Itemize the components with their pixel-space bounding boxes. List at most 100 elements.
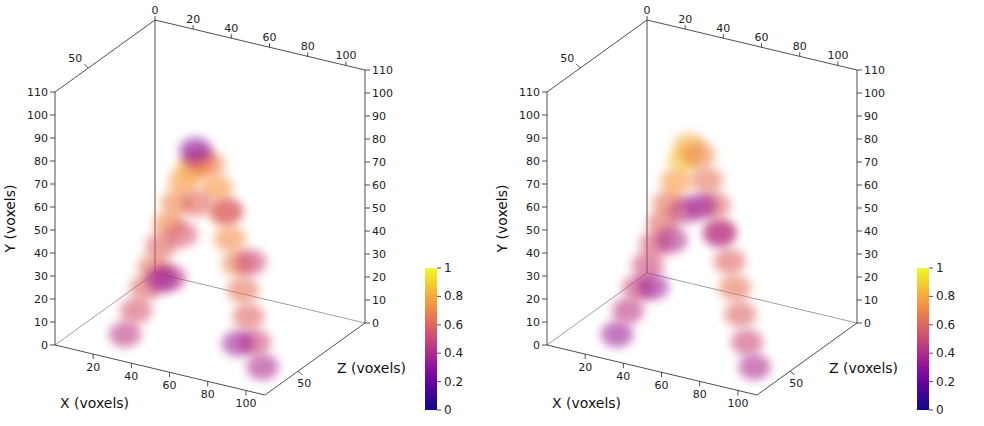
tick-label: 100 — [27, 109, 48, 122]
axis-title: Z (voxels) — [337, 360, 406, 376]
tick — [169, 372, 170, 377]
tick-label: 90 — [526, 132, 540, 145]
voxel-blob — [684, 193, 716, 219]
voxel-blob — [180, 137, 212, 163]
volume — [601, 133, 770, 380]
voxel-blob — [683, 142, 715, 168]
colorbar-label: 0.2 — [936, 375, 955, 389]
voxel-blob — [656, 227, 688, 253]
tick-label: 100 — [519, 109, 540, 122]
tick — [542, 230, 547, 231]
tick — [50, 207, 55, 208]
tick — [298, 371, 302, 375]
tick-label: 60 — [526, 201, 540, 214]
tick — [50, 115, 55, 116]
panel: 0010102020303040405050606070708080909010… — [2, 4, 463, 417]
tick — [365, 208, 370, 209]
tick-label: 20 — [678, 13, 692, 26]
voxel-blob — [731, 329, 763, 355]
colorbar — [917, 268, 929, 410]
axis-title: Z (voxels) — [829, 360, 898, 376]
tick-label: 40 — [716, 22, 730, 35]
colorbar — [425, 268, 437, 410]
tick-label: 50 — [34, 224, 48, 237]
axis-line — [55, 92, 56, 345]
voxel-blob — [247, 354, 279, 380]
tick — [929, 381, 933, 382]
tick — [437, 268, 441, 269]
tick — [857, 277, 862, 278]
tick — [365, 254, 370, 255]
voxel-blob — [739, 354, 771, 380]
tick-label: 70 — [372, 156, 386, 169]
box-frame — [547, 20, 857, 395]
tick-label: 50 — [560, 52, 574, 65]
tick — [542, 345, 547, 346]
tick — [857, 139, 862, 140]
tick-label: 20 — [526, 293, 540, 306]
voxel-blob — [222, 330, 254, 356]
tick — [929, 296, 933, 297]
tick-label: 40 — [34, 247, 48, 260]
tick-label: 40 — [526, 247, 540, 260]
tick — [437, 296, 441, 297]
voxel-blob — [691, 167, 723, 193]
voxel-blob — [232, 304, 264, 330]
tick — [857, 70, 862, 71]
tick-label: 80 — [793, 40, 807, 53]
tick — [929, 324, 933, 325]
tick-label: 100 — [727, 397, 748, 410]
tick — [857, 231, 862, 232]
voxel-blob — [601, 321, 633, 347]
figure: 0010102020303040405050606070708080909010… — [0, 0, 984, 426]
tick — [737, 390, 738, 395]
tick-label: 50 — [789, 377, 803, 390]
tick-label: 60 — [755, 31, 769, 44]
tick — [50, 161, 55, 162]
tick-label: 30 — [34, 270, 48, 283]
tick — [542, 299, 547, 300]
tick — [365, 139, 370, 140]
tick — [542, 138, 547, 139]
tick-label: 30 — [864, 248, 878, 261]
tick-label: 80 — [301, 40, 315, 53]
box-frame — [55, 20, 365, 395]
tick-label: 110 — [864, 64, 885, 77]
tick — [365, 116, 370, 117]
axis-title: X (voxels) — [552, 395, 621, 411]
tick-label: 80 — [693, 388, 707, 401]
tick-label: 20 — [86, 361, 100, 374]
axis-line — [547, 92, 548, 345]
tick-label: 110 — [372, 64, 393, 77]
tick-label: 10 — [526, 316, 540, 329]
tick — [437, 353, 441, 354]
tick-label: 80 — [34, 155, 48, 168]
tick — [131, 363, 132, 368]
tick-label: 100 — [827, 49, 848, 62]
voxel-blob — [714, 248, 746, 274]
colorbar-label: 0.2 — [444, 375, 463, 389]
tick-label: 60 — [34, 201, 48, 214]
tick — [542, 184, 547, 185]
tick — [576, 64, 580, 68]
tick-label: 0 — [152, 4, 159, 17]
tick-label: 40 — [224, 22, 238, 35]
tick-label: 60 — [864, 179, 878, 192]
tick-label: 10 — [864, 294, 878, 307]
tick — [857, 323, 862, 324]
tick-label: 90 — [34, 132, 48, 145]
tick — [542, 253, 547, 254]
tick-label: 60 — [655, 379, 669, 392]
tick — [84, 64, 88, 68]
tick-label: 60 — [263, 31, 277, 44]
tick — [50, 92, 55, 93]
tick — [365, 185, 370, 186]
tick-label: 40 — [372, 225, 386, 238]
colorbar-label: 0.4 — [936, 346, 955, 360]
tick — [857, 185, 862, 186]
tick-label: 50 — [864, 202, 878, 215]
voxel-blob — [637, 274, 669, 300]
tick — [50, 253, 55, 254]
panel: 0010102020303040405050606070708080909010… — [494, 4, 955, 417]
tick-label: 30 — [372, 248, 386, 261]
